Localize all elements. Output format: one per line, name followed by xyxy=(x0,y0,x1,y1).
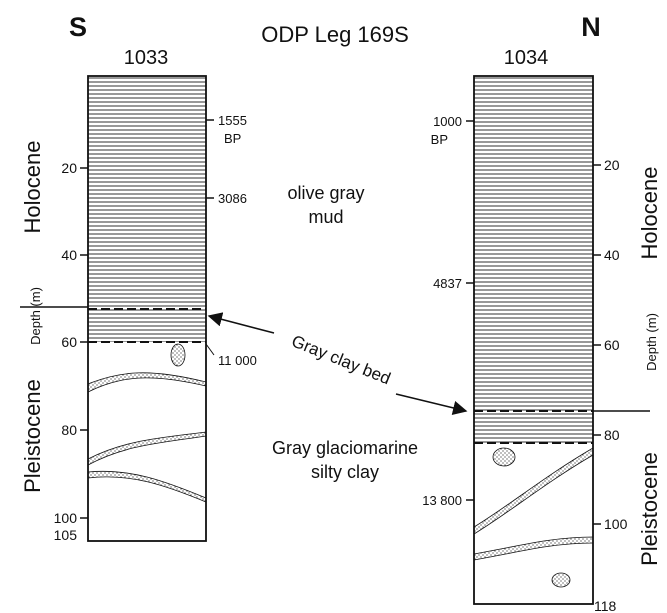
holocene-sediment-label: olive gray xyxy=(287,183,364,203)
core-1034-depth-axis-label: Depth (m) xyxy=(644,313,659,371)
age-marker-label: 3086 xyxy=(218,191,247,206)
core-1033-sand-lens xyxy=(87,431,207,466)
core-1033-column xyxy=(87,75,207,542)
core-1033-depth-axis-label: Depth (m) xyxy=(28,287,43,345)
pebble-icon xyxy=(170,343,186,367)
core-1033-tick-label: 40 xyxy=(61,247,77,263)
core-1033-mud-section xyxy=(88,76,206,342)
core-1034-tick-label: 40 xyxy=(604,247,620,263)
holocene-sediment-label: mud xyxy=(308,207,343,227)
core-1034-tick-label: 60 xyxy=(604,337,620,353)
age-marker-label: 4837 xyxy=(433,276,462,291)
core-1033-label: 1033 xyxy=(124,47,169,69)
core-1033-age-markers: 1555 BP 3086 11 000 xyxy=(205,113,257,368)
direction-north-label: N xyxy=(581,12,601,42)
core-1034-holocene-label: Holocene xyxy=(637,167,662,260)
age-marker-label: 13 800 xyxy=(422,493,462,508)
age-marker-label: 1000 xyxy=(433,114,462,129)
clay-bed-label: Gray clay bed xyxy=(289,331,393,388)
core-1034-label: 1034 xyxy=(504,47,549,69)
pebble-icon xyxy=(492,447,516,467)
core-1034-sand-lens xyxy=(473,536,594,561)
direction-south-label: S xyxy=(69,12,87,42)
core-1034-mud-section xyxy=(474,76,593,443)
figure-title: ODP Leg 169S xyxy=(261,22,409,47)
core-1033-tick-label: 60 xyxy=(61,334,77,350)
age-marker-label: 11 000 xyxy=(218,353,257,368)
core-1034-tick-label: 80 xyxy=(604,427,620,443)
core-1033-bottom-depth: 105 xyxy=(54,527,78,543)
core-1034-pleistocene-label: Pleistocene xyxy=(637,452,662,566)
age-marker-label: 1555 xyxy=(218,113,247,128)
core-1034-age-markers: 1000 BP 4837 13 800 xyxy=(422,114,474,508)
pleistocene-sediment-label: Gray glaciomarine xyxy=(272,438,418,458)
clay-bed-correlation-arrow xyxy=(395,393,468,415)
age-marker-unit: BP xyxy=(224,131,241,146)
core-1033-sand-lens xyxy=(87,470,207,503)
core-1033-tick-label: 20 xyxy=(61,160,77,176)
core-1034-outline xyxy=(473,75,594,605)
clay-bed-correlation-arrow xyxy=(207,312,275,334)
core-1034-column xyxy=(473,75,594,605)
core-1033-pleistocene-label: Pleistocene xyxy=(20,379,45,493)
core-1033-tick-label: 80 xyxy=(61,422,77,438)
core-1033-sand-lens xyxy=(87,372,207,393)
core-1034-tick-label: 20 xyxy=(604,157,620,173)
core-1033-depth-axis: 20 40 60 80 100 105 xyxy=(54,160,88,543)
core-1034-sand-lens xyxy=(473,447,594,535)
pleistocene-sediment-label: silty clay xyxy=(311,462,379,482)
core-1034-depth-axis: 20 40 60 80 100 118 xyxy=(593,157,628,613)
core-1034-bottom-depth: 118 xyxy=(594,598,617,613)
core-1034-tick-label: 100 xyxy=(604,516,628,532)
core-1033-tick-label: 100 xyxy=(54,510,78,526)
age-marker-unit: BP xyxy=(431,132,448,147)
core-1033-holocene-label: Holocene xyxy=(20,141,45,234)
pebble-icon xyxy=(551,572,571,588)
